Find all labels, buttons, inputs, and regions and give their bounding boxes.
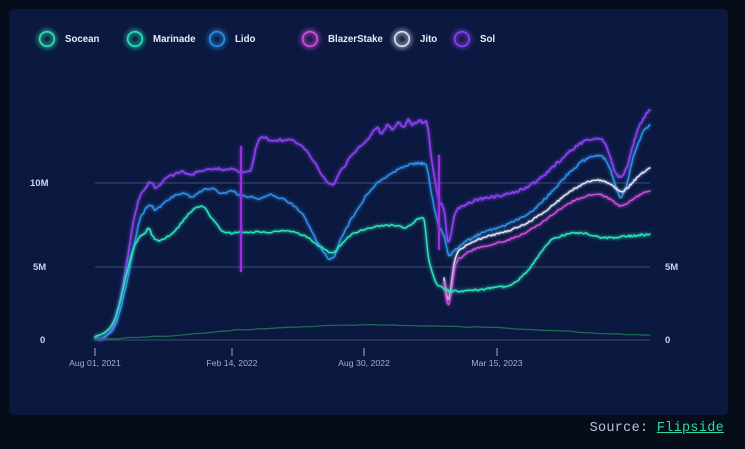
svg-text:BlazerStake: BlazerStake [328, 34, 384, 45]
svg-text:0: 0 [40, 335, 45, 346]
svg-text:10M: 10M [30, 178, 49, 189]
svg-text:Jito: Jito [420, 34, 437, 45]
svg-text:Socean: Socean [65, 34, 100, 45]
svg-text:0: 0 [665, 335, 670, 346]
svg-text:Sol: Sol [480, 34, 495, 45]
svg-text:5M: 5M [665, 262, 678, 273]
svg-text:Feb 14, 2022: Feb 14, 2022 [206, 358, 257, 368]
svg-text:Aug 30, 2022: Aug 30, 2022 [338, 358, 390, 368]
svg-text:Lido: Lido [235, 34, 256, 45]
svg-text:Marinade: Marinade [153, 34, 196, 45]
svg-text:5M: 5M [33, 262, 46, 273]
svg-text:Mar 15, 2023: Mar 15, 2023 [471, 358, 522, 368]
svg-text:Aug 01, 2021: Aug 01, 2021 [69, 358, 121, 368]
